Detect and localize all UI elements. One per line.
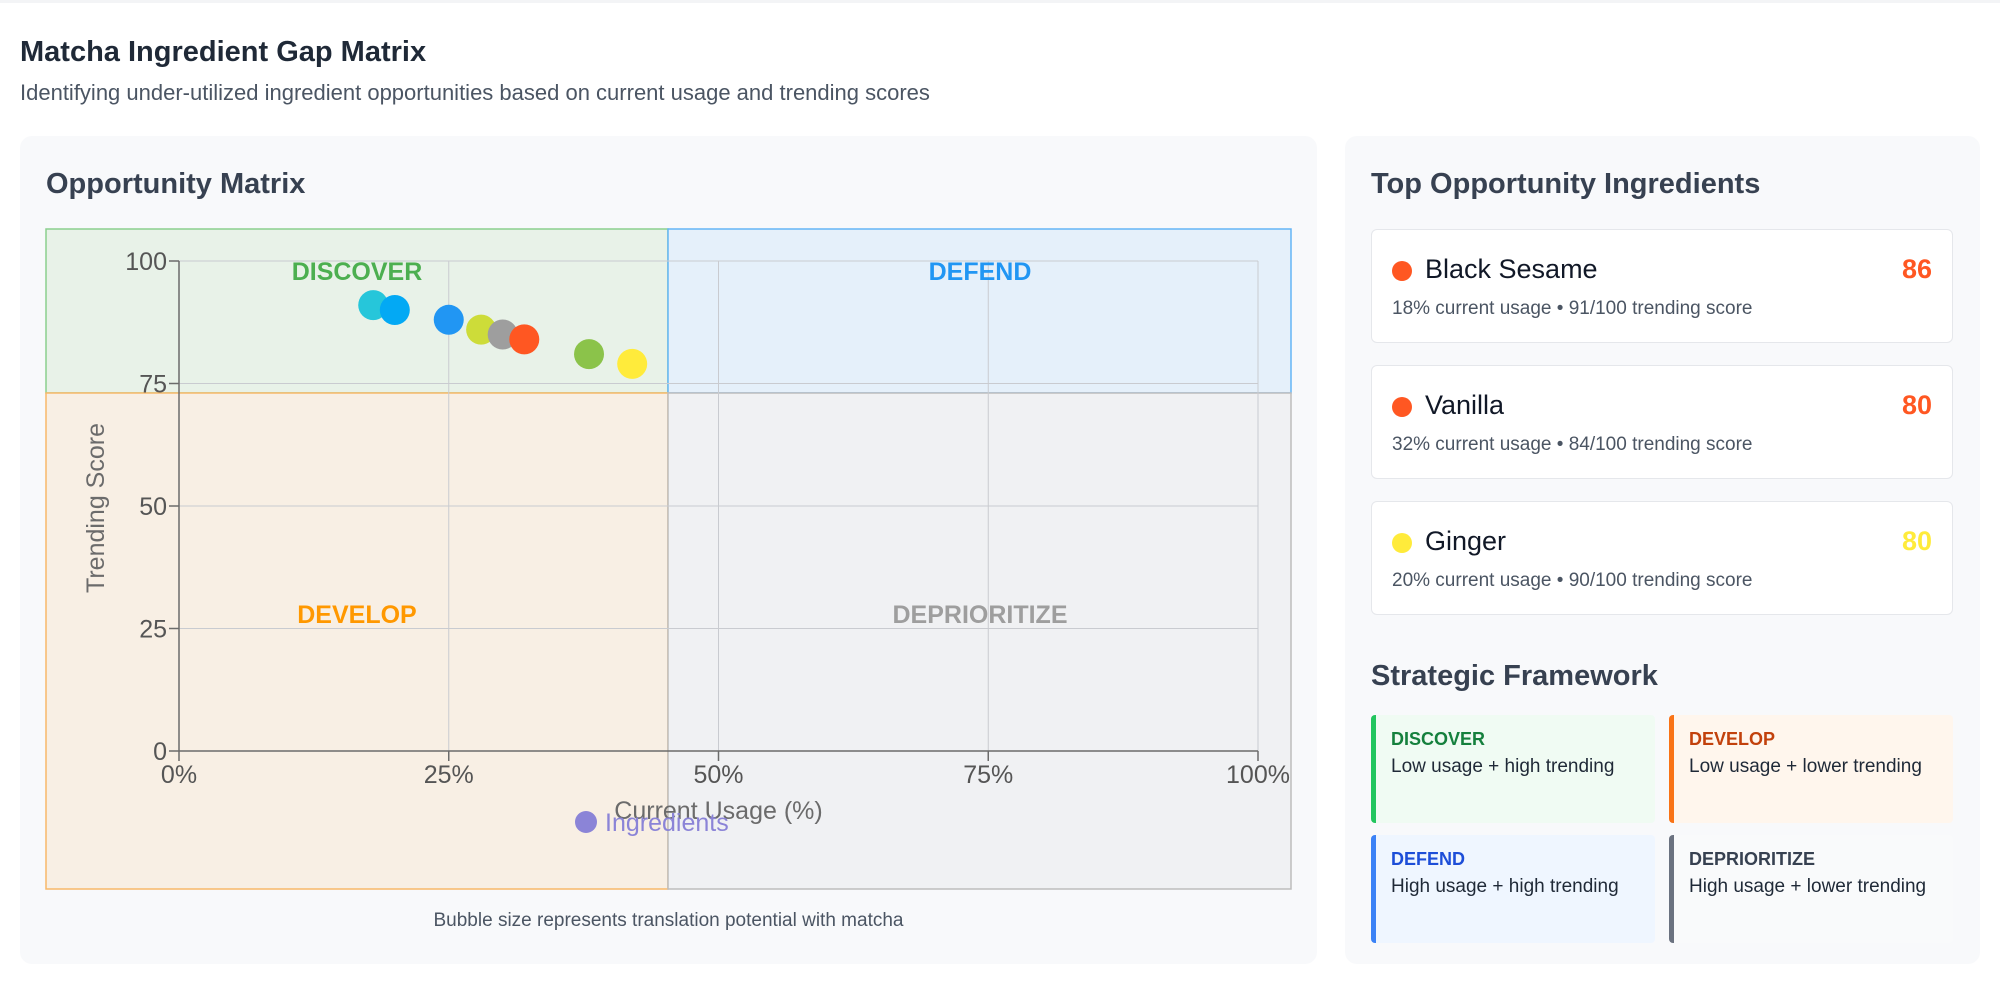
x-tick-label: 100% [1226, 761, 1290, 789]
y-axis-title: Trending Score [82, 423, 110, 593]
quadrant-discover [45, 228, 669, 394]
legend-label: Ingredients [605, 809, 729, 837]
ingredient-color-dot [1392, 261, 1412, 281]
page-title: Matcha Ingredient Gap Matrix [20, 36, 427, 68]
x-tick-label: 50% [693, 761, 743, 789]
quadrant-deprioritize [667, 392, 1292, 890]
y-tick-label: 50 [139, 493, 167, 521]
ingredient-bubble [574, 339, 605, 370]
framework-name: DEVELOP [1689, 729, 1776, 749]
opportunity-score: 80 [1901, 390, 1932, 420]
quadrant-develop [45, 392, 669, 890]
page-subtitle: Identifying under-utilized ingredient op… [20, 80, 930, 105]
quadrant-label-discover: DISCOVER [292, 258, 423, 286]
y-tick-label: 100 [125, 248, 167, 276]
x-tick-label: 25% [424, 761, 474, 789]
legend-marker [575, 811, 597, 833]
ingredient-color-dot [1392, 533, 1412, 553]
framework-desc: High usage + high trending [1391, 876, 1619, 897]
framework-title: Strategic Framework [1371, 660, 1658, 692]
quadrant-label-develop: DEVELOP [297, 601, 416, 629]
opportunities-title: Top Opportunity Ingredients [1371, 168, 1761, 200]
ingredient-bubble [509, 324, 540, 355]
opportunity-matrix-card: 0 25 50 75 100 0% 25% 50% 75% 100% Current Usage (… [20, 136, 1317, 964]
ingredient-bubble [379, 295, 410, 325]
y-tick-label: 75 [139, 371, 167, 399]
framework-desc: Low usage + high trending [1391, 756, 1615, 777]
top-divider [0, 0, 2000, 3]
quadrant-label-deprioritize: DEPRIORITIZE [892, 601, 1067, 629]
ingredient-bubble [617, 348, 648, 379]
ingredient-color-dot [1392, 397, 1412, 417]
x-axis-title: Current Usage (%) [614, 797, 822, 825]
quadrant-label-defend: DEFEND [929, 258, 1032, 286]
quadrant-defend [667, 228, 1292, 394]
y-tick-label: 25 [139, 616, 167, 644]
framework-desc: Low usage + lower trending [1689, 756, 1922, 777]
opportunity-score: 86 [1901, 254, 1932, 284]
framework-deprioritize: DEPRIORITIZE High usage + lower trending [1669, 835, 1953, 943]
ingredient-name: Vanilla [1425, 390, 1505, 420]
opportunity-matrix-chart: 0 25 50 75 100 0% 25% 50% 75% 100% Current Usage (… [45, 228, 1292, 890]
framework-name: DEPRIORITIZE [1689, 849, 1816, 869]
opportunities-card: Top Opportunity Ingredients Black Sesame… [1345, 136, 1980, 964]
ingredient-name: Ginger [1425, 526, 1507, 556]
framework-name: DISCOVER [1391, 729, 1486, 749]
x-tick-label: 75% [963, 761, 1013, 789]
matrix-caption: Bubble size represents translation poten… [433, 910, 904, 931]
framework-defend: DEFEND High usage + high trending [1371, 835, 1655, 943]
framework-name: DEFEND [1391, 849, 1466, 869]
framework-desc: High usage + lower trending [1689, 876, 1927, 897]
ingredient-meta: 20% current usage • 90/100 trending scor… [1392, 570, 1753, 591]
framework-develop: DEVELOP Low usage + lower trending [1669, 715, 1953, 823]
opportunity-item[interactable]: Black Sesame 86 18% current usage • 91/1… [1371, 229, 1953, 343]
opportunity-score: 80 [1901, 526, 1932, 556]
ingredient-name: Black Sesame [1425, 254, 1598, 284]
matrix-card-title: Opportunity Matrix [46, 168, 306, 200]
framework-discover: DISCOVER Low usage + high trending [1371, 715, 1655, 823]
ingredient-bubble [433, 304, 464, 335]
x-tick-label: 0% [161, 761, 197, 789]
opportunity-item[interactable]: Vanilla 80 32% current usage • 84/100 tr… [1371, 365, 1953, 479]
ingredient-meta: 32% current usage • 84/100 trending scor… [1392, 434, 1753, 455]
ingredient-meta: 18% current usage • 91/100 trending scor… [1392, 298, 1753, 319]
opportunity-item[interactable]: Ginger 80 20% current usage • 90/100 tre… [1371, 501, 1953, 615]
y-tick-label: 0 [153, 738, 167, 766]
